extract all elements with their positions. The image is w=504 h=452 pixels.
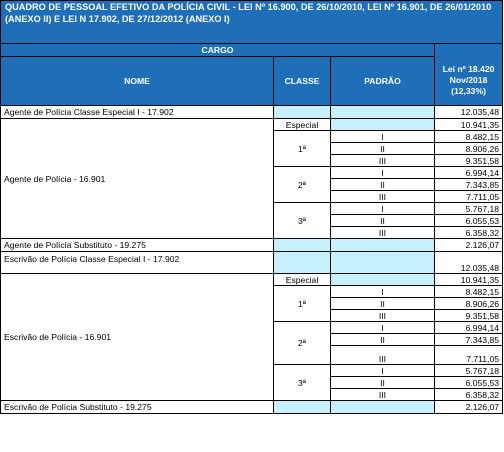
table-title: QUADRO DE PESSOAL EFETIVO DA POLÍCIA CIV… (0, 0, 504, 44)
table-row: Escrivão de Polícia Substituto - 19.275 … (0, 400, 504, 414)
agente-substituto-valor: 2.126,07 (433, 238, 504, 252)
agente-especial-classe (273, 105, 331, 119)
agente-c1-valor-2: 8.906,26 (433, 142, 504, 155)
agente-c2-padrao-2: II (330, 178, 435, 191)
classe-header: CLASSE (273, 56, 331, 106)
table-row: Agente de Polícia Substituto - 19.275 2.… (0, 238, 504, 252)
agente-c2-valor-1: 6.994,14 (433, 166, 504, 179)
escrivao-especial-valor-cell: 10.941,35 (433, 273, 504, 286)
escrivao-c2-valor-3: 7.711,05 (433, 345, 504, 365)
agente-c3-padrao-1: I (330, 202, 435, 215)
escrivao-substituto-valor: 2.126,07 (433, 400, 504, 414)
table-row: II 8.906,26 (1, 142, 504, 155)
table-row: II 8.906,26 (1, 297, 504, 310)
agente-c2-padrao-3: III (330, 190, 435, 203)
agente-c3-valor-3: 6.358,32 (433, 226, 504, 239)
escrivao-c1-padrao-3: III (330, 309, 435, 322)
table-row: III 9.351,58 (1, 154, 504, 167)
escrivao-c3-padrao-1: I (330, 364, 435, 377)
agente-especial-padrao-cell (330, 118, 435, 131)
table-row: II 6.055,53 (1, 376, 504, 389)
title-row: QUADRO DE PESSOAL EFETIVO DA POLÍCIA CIV… (0, 0, 504, 44)
escrivao-c2-padrao-2: II (330, 333, 435, 346)
lei-header-line3: (12,33%) (451, 86, 486, 97)
escrivao-especial-classe (273, 251, 331, 274)
escrivao-c1-padrao-2: II (330, 297, 435, 310)
escrivao-c3-valor-2: 6.055,53 (433, 376, 504, 389)
escrivao-classe-3: 3ª (273, 364, 331, 401)
lei-header-line1: Lei nº 18.420 (442, 64, 495, 75)
agente-c2-padrao-1: I (330, 166, 435, 179)
agente-classe-3: 3ª (273, 202, 331, 239)
escrivao-especial-padrao (330, 251, 435, 274)
padrao-header: PADRÃO (330, 56, 435, 106)
column-header-row: NOME CLASSE PADRÃO Lei nº 18.420 Nov/201… (0, 56, 504, 106)
escrivao-c3-padrao-3: III (330, 388, 435, 401)
agente-c1-valor-1: 8.482,15 (433, 130, 504, 143)
escrivao-especial-valor: 12.035,48 (433, 251, 504, 274)
escrivao-especial-nome: Escrivão de Polícia Classe Especial I - … (0, 251, 274, 274)
escrivao-especial-label: Especial (273, 273, 331, 286)
cargo-row: CARGO (0, 43, 504, 57)
escrivao-especial-padrao-cell (330, 273, 435, 286)
escrivao-c1-valor-3: 9.351,58 (433, 309, 504, 322)
salary-table-container: QUADRO DE PESSOAL EFETIVO DA POLÍCIA CIV… (0, 0, 504, 414)
escrivao-substituto-classe (273, 400, 331, 414)
agente-c3-valor-1: 5.767,18 (433, 202, 504, 215)
escrivao-c1-valor-1: 8.482,15 (433, 285, 504, 298)
agente-c3-padrao-3: III (330, 226, 435, 239)
escrivao-c3-valor-1: 5.767,18 (433, 364, 504, 377)
table-row: 2ª I 6.994,14 (1, 321, 504, 365)
salary-table: QUADRO DE PESSOAL EFETIVO DA POLÍCIA CIV… (0, 0, 504, 414)
escrivao-substituto-nome: Escrivão de Polícia Substituto - 19.275 (0, 400, 274, 414)
agente-classe-2: 2ª (273, 166, 331, 203)
table-row: Escrivão de Polícia Classe Especial I - … (0, 251, 504, 274)
agente-c3-valor-2: 6.055,53 (433, 214, 504, 227)
table-row: III 9.351,58 (1, 309, 504, 322)
table-row: 3ª I 5.767,18 (1, 202, 504, 239)
agente-c2-valor-2: 7.343,85 (433, 178, 504, 191)
escrivao-substituto-padrao (330, 400, 435, 414)
escrivao-c2-padrao-1: I (330, 321, 435, 334)
agente-especial-valor-cell: 10.941,35 (433, 118, 504, 131)
agente-c1-valor-3: 9.351,58 (433, 154, 504, 167)
lei-header: Lei nº 18.420 Nov/2018 (12,33%) (433, 56, 504, 106)
agente-substituto-classe (273, 238, 331, 252)
agente-classe-1: 1ª (273, 130, 331, 167)
agente-c1-padrao-3: III (330, 154, 435, 167)
table-row: III 7.711,05 (1, 345, 504, 365)
table-row: Agente de Polícia - 16.901 Especial 10.9… (0, 118, 504, 239)
escrivao-c2-padrao-3: III (330, 345, 435, 365)
table-row: Agente de Polícia Classe Especial I - 17… (0, 105, 504, 119)
cargo-header: CARGO (0, 43, 435, 57)
cargo-header-blank (433, 43, 504, 57)
escrivao-c3-valor-3: 6.358,32 (433, 388, 504, 401)
agente-c1-padrao-1: I (330, 130, 435, 143)
table-row: Escrivão de Polícia - 16.901 Especial 10… (0, 273, 504, 401)
lei-header-line2: Nov/2018 (449, 75, 488, 86)
escrivao-classe-1: 1ª (273, 285, 331, 322)
agente-especial-padrao (330, 105, 435, 119)
escrivao-c1-padrao-1: I (330, 285, 435, 298)
escrivao-nome: Escrivão de Polícia - 16.901 (0, 273, 274, 401)
agente-especial-label: Especial (273, 118, 331, 131)
escrivao-c2-valor-1: 6.994,14 (433, 321, 504, 334)
agente-nome: Agente de Polícia - 16.901 (0, 118, 274, 239)
agente-especial-nome: Agente de Polícia Classe Especial I - 17… (0, 105, 274, 119)
escrivao-c1-valor-2: 8.906,26 (433, 297, 504, 310)
escrivao-classe-2: 2ª (273, 321, 331, 365)
nome-header: NOME (0, 56, 274, 106)
escrivao-c2-valor-2: 7.343,85 (433, 333, 504, 346)
escrivao-c3-padrao-2: II (330, 376, 435, 389)
agente-substituto-padrao (330, 238, 435, 252)
agente-especial-valor: 12.035,48 (433, 105, 504, 119)
agente-c3-padrao-2: II (330, 214, 435, 227)
agente-c1-padrao-2: II (330, 142, 435, 155)
table-row: 3ª I 5.767,18 (1, 364, 504, 401)
agente-substituto-nome: Agente de Polícia Substituto - 19.275 (0, 238, 274, 252)
agente-c2-valor-3: 7.711,05 (433, 190, 504, 203)
